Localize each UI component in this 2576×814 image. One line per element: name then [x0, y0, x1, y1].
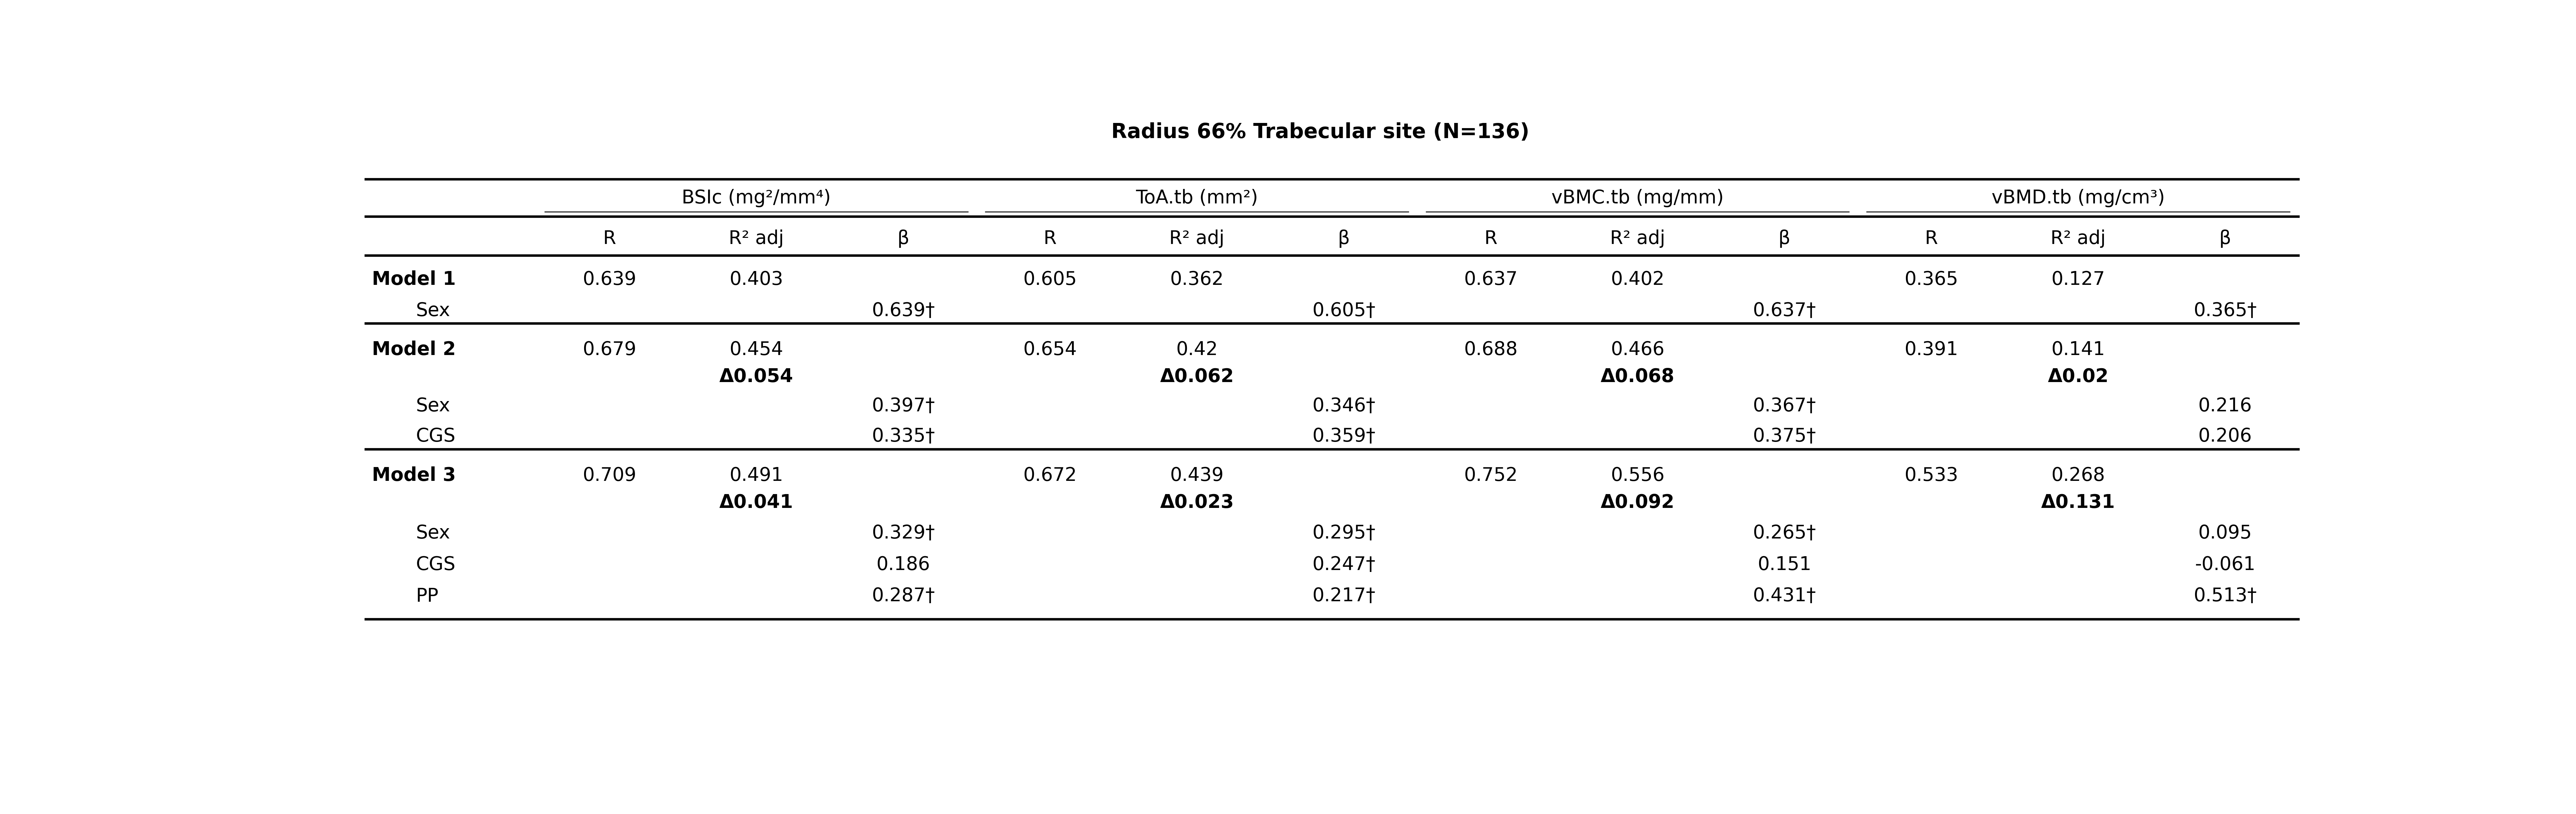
- Text: 0.268: 0.268: [2050, 466, 2105, 485]
- Text: 0.362: 0.362: [1170, 270, 1224, 289]
- Text: 0.329†: 0.329†: [871, 524, 935, 542]
- Text: Δ0.054: Δ0.054: [719, 367, 793, 386]
- Text: vBMC.tb (mg/mm): vBMC.tb (mg/mm): [1551, 189, 1723, 207]
- Text: Δ0.023: Δ0.023: [1159, 493, 1234, 512]
- Text: 0.454: 0.454: [729, 340, 783, 359]
- Text: R² adj: R² adj: [1610, 230, 1664, 248]
- Text: R² adj: R² adj: [2050, 230, 2105, 248]
- Text: Δ0.041: Δ0.041: [719, 493, 793, 512]
- Text: 0.359†: 0.359†: [1311, 427, 1376, 445]
- Text: β: β: [2218, 230, 2231, 248]
- Text: 0.672: 0.672: [1023, 466, 1077, 485]
- Text: 0.605†: 0.605†: [1311, 302, 1376, 320]
- Text: 0.216: 0.216: [2197, 397, 2251, 415]
- Text: Model 3: Model 3: [371, 466, 456, 485]
- Text: ToA.tb (mm²): ToA.tb (mm²): [1136, 189, 1257, 207]
- Text: Model 2: Model 2: [371, 340, 456, 359]
- Text: 0.397†: 0.397†: [871, 397, 935, 415]
- Text: Δ0.068: Δ0.068: [1600, 367, 1674, 386]
- Text: 0.42: 0.42: [1177, 340, 1218, 359]
- Text: 0.127: 0.127: [2050, 270, 2105, 289]
- Text: Δ0.02: Δ0.02: [2048, 367, 2110, 386]
- Text: Δ0.131: Δ0.131: [2040, 493, 2115, 512]
- Text: 0.605: 0.605: [1023, 270, 1077, 289]
- Text: 0.466: 0.466: [1610, 340, 1664, 359]
- Text: Δ0.092: Δ0.092: [1600, 493, 1674, 512]
- Text: 0.151: 0.151: [1757, 555, 1811, 574]
- Text: 0.287†: 0.287†: [871, 587, 935, 605]
- Text: Radius 66% Trabecular site (N=136): Radius 66% Trabecular site (N=136): [1110, 122, 1530, 142]
- Text: Sex: Sex: [415, 302, 451, 320]
- Text: Sex: Sex: [415, 524, 451, 542]
- Text: β: β: [1337, 230, 1350, 248]
- Text: 0.533: 0.533: [1904, 466, 1958, 485]
- Text: 0.639†: 0.639†: [871, 302, 935, 320]
- Text: 0.206: 0.206: [2197, 427, 2251, 445]
- Text: β: β: [1777, 230, 1790, 248]
- Text: 0.375†: 0.375†: [1752, 427, 1816, 445]
- Text: Model 1: Model 1: [371, 270, 456, 289]
- Text: 0.186: 0.186: [876, 555, 930, 574]
- Text: R² adj: R² adj: [1170, 230, 1224, 248]
- Text: CGS: CGS: [415, 555, 456, 574]
- Text: 0.295†: 0.295†: [1311, 524, 1376, 542]
- Text: 0.402: 0.402: [1610, 270, 1664, 289]
- Text: R: R: [1924, 230, 1937, 248]
- Text: 0.247†: 0.247†: [1311, 555, 1376, 574]
- Text: -0.061: -0.061: [2195, 555, 2257, 574]
- Text: 0.403: 0.403: [729, 270, 783, 289]
- Text: 0.391: 0.391: [1904, 340, 1958, 359]
- Text: Sex: Sex: [415, 397, 451, 415]
- Text: R: R: [603, 230, 616, 248]
- Text: 0.346†: 0.346†: [1311, 397, 1376, 415]
- Text: 0.365†: 0.365†: [2192, 302, 2257, 320]
- Text: 0.439: 0.439: [1170, 466, 1224, 485]
- Text: 0.637†: 0.637†: [1752, 302, 1816, 320]
- Text: R: R: [1043, 230, 1056, 248]
- Text: 0.679: 0.679: [582, 340, 636, 359]
- Text: 0.365: 0.365: [1904, 270, 1958, 289]
- Text: PP: PP: [415, 587, 438, 605]
- Text: R: R: [1484, 230, 1497, 248]
- Text: Δ0.062: Δ0.062: [1159, 367, 1234, 386]
- Text: 0.491: 0.491: [729, 466, 783, 485]
- Text: 0.095: 0.095: [2197, 524, 2251, 542]
- Text: β: β: [896, 230, 909, 248]
- Text: 0.709: 0.709: [582, 466, 636, 485]
- Text: vBMD.tb (mg/cm³): vBMD.tb (mg/cm³): [1991, 189, 2164, 207]
- Text: R² adj: R² adj: [729, 230, 783, 248]
- Text: 0.637: 0.637: [1463, 270, 1517, 289]
- Text: 0.367†: 0.367†: [1752, 397, 1816, 415]
- Text: BSIc (mg²/mm⁴): BSIc (mg²/mm⁴): [683, 189, 832, 207]
- Text: 0.141: 0.141: [2050, 340, 2105, 359]
- Text: 0.265†: 0.265†: [1752, 524, 1816, 542]
- Text: 0.654: 0.654: [1023, 340, 1077, 359]
- Text: 0.639: 0.639: [582, 270, 636, 289]
- Text: 0.217†: 0.217†: [1311, 587, 1376, 605]
- Text: 0.556: 0.556: [1610, 466, 1664, 485]
- Text: 0.688: 0.688: [1463, 340, 1517, 359]
- Text: 0.431†: 0.431†: [1752, 587, 1816, 605]
- Text: 0.335†: 0.335†: [871, 427, 935, 445]
- Text: CGS: CGS: [415, 427, 456, 445]
- Text: 0.513†: 0.513†: [2192, 587, 2257, 605]
- Text: 0.752: 0.752: [1463, 466, 1517, 485]
